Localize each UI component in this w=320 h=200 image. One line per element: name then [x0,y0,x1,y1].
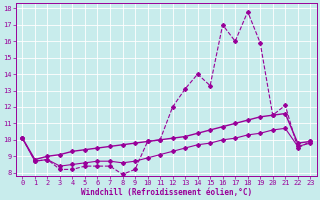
X-axis label: Windchill (Refroidissement éolien,°C): Windchill (Refroidissement éolien,°C) [81,188,252,197]
